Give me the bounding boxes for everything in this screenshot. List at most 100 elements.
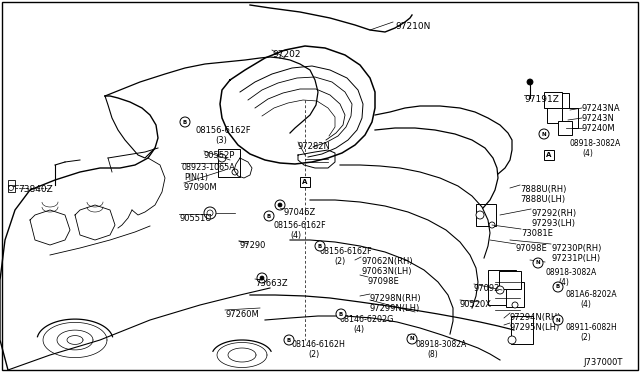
Circle shape	[407, 334, 417, 344]
Text: 97282N: 97282N	[298, 142, 331, 151]
Circle shape	[508, 336, 516, 344]
Text: 08156-6162F: 08156-6162F	[195, 126, 251, 135]
Text: N: N	[556, 317, 560, 323]
Text: (8): (8)	[427, 350, 438, 359]
Text: N: N	[536, 260, 540, 266]
Text: (4): (4)	[290, 231, 301, 240]
Text: 7888U(LH): 7888U(LH)	[520, 195, 565, 204]
Text: 97292(RH): 97292(RH)	[531, 209, 576, 218]
Text: 97098E: 97098E	[516, 244, 548, 253]
Circle shape	[553, 282, 563, 292]
Text: (4): (4)	[580, 300, 591, 309]
Text: 97191Z: 97191Z	[524, 95, 559, 104]
Text: B: B	[556, 285, 560, 289]
Text: B: B	[267, 214, 271, 218]
Text: 08911-6082H: 08911-6082H	[565, 323, 617, 332]
Text: 97062N(RH): 97062N(RH)	[361, 257, 413, 266]
Bar	[544, 92, 562, 108]
Circle shape	[180, 117, 190, 127]
Text: 08923-1065A: 08923-1065A	[181, 163, 235, 172]
Circle shape	[489, 222, 495, 228]
Circle shape	[336, 309, 346, 319]
Circle shape	[204, 207, 216, 219]
Text: 08156-6162F: 08156-6162F	[274, 221, 326, 230]
Text: B: B	[183, 119, 187, 125]
Text: 081A6-8202A: 081A6-8202A	[565, 290, 616, 299]
Bar	[218, 149, 240, 177]
Text: 97293(LH): 97293(LH)	[531, 219, 575, 228]
Text: 08918-3082A: 08918-3082A	[415, 340, 467, 349]
Text: (3): (3)	[215, 136, 227, 145]
Text: 08156-6162F: 08156-6162F	[319, 247, 372, 256]
Circle shape	[476, 211, 484, 219]
Text: B: B	[287, 337, 291, 343]
Bar	[547, 93, 569, 123]
Text: 97231P(LH): 97231P(LH)	[551, 254, 600, 263]
Text: 97090M: 97090M	[184, 183, 218, 192]
Bar	[506, 282, 524, 307]
Bar	[488, 270, 516, 305]
Circle shape	[207, 210, 213, 216]
Bar	[476, 204, 496, 226]
Text: 73081E: 73081E	[521, 229, 553, 238]
Text: 97295N(LH): 97295N(LH)	[510, 323, 560, 332]
Circle shape	[278, 203, 282, 207]
Text: 97260M: 97260M	[225, 310, 259, 319]
Circle shape	[496, 286, 504, 294]
Circle shape	[8, 186, 13, 190]
Text: 97202: 97202	[272, 50, 301, 59]
Text: 97092: 97092	[474, 284, 500, 293]
Text: 90552P: 90552P	[204, 151, 236, 160]
Circle shape	[527, 79, 533, 85]
Text: (4): (4)	[582, 149, 593, 158]
Text: 08146-6202G: 08146-6202G	[340, 315, 394, 324]
Text: J737000T: J737000T	[583, 358, 622, 367]
Circle shape	[218, 154, 226, 162]
Bar	[8, 185, 15, 192]
Circle shape	[315, 241, 325, 251]
Text: 97210N: 97210N	[395, 22, 430, 31]
Bar	[562, 108, 578, 128]
Text: 97294N(RH): 97294N(RH)	[510, 313, 561, 322]
Text: 97298N(RH): 97298N(RH)	[370, 294, 422, 303]
Text: 97046Z: 97046Z	[284, 208, 316, 217]
Text: 97290: 97290	[239, 241, 266, 250]
Text: B: B	[339, 311, 343, 317]
Text: 08918-3082A: 08918-3082A	[545, 268, 596, 277]
Text: (2): (2)	[308, 350, 319, 359]
Text: 97243N: 97243N	[582, 114, 615, 123]
Circle shape	[539, 129, 549, 139]
Text: B: B	[318, 244, 322, 248]
Text: PIN(1): PIN(1)	[184, 173, 208, 182]
Text: (2): (2)	[334, 257, 345, 266]
Text: 73663Z: 73663Z	[255, 279, 287, 288]
Bar	[300, 177, 310, 187]
Text: 90551U: 90551U	[179, 214, 211, 223]
Text: 97098E: 97098E	[368, 277, 400, 286]
Text: 7888U(RH): 7888U(RH)	[520, 185, 566, 194]
Text: 97299N(LH): 97299N(LH)	[370, 304, 420, 313]
Text: A: A	[302, 179, 308, 185]
Text: 97240M: 97240M	[582, 124, 616, 133]
Circle shape	[257, 273, 267, 283]
Text: N: N	[410, 337, 414, 341]
Circle shape	[275, 200, 285, 210]
Circle shape	[284, 335, 294, 345]
Circle shape	[264, 211, 274, 221]
Bar	[544, 150, 554, 160]
Circle shape	[232, 169, 238, 175]
Circle shape	[533, 258, 543, 268]
Text: 97243NA: 97243NA	[582, 104, 621, 113]
Text: (2): (2)	[580, 333, 591, 342]
Circle shape	[553, 315, 563, 325]
Text: 08146-6162H: 08146-6162H	[291, 340, 345, 349]
Bar	[511, 316, 533, 344]
Text: 90520X: 90520X	[460, 300, 492, 309]
Text: 97063N(LH): 97063N(LH)	[361, 267, 412, 276]
Circle shape	[260, 276, 264, 280]
Text: 73840Z: 73840Z	[18, 185, 52, 194]
Bar	[558, 121, 572, 135]
Text: A: A	[547, 152, 552, 158]
Circle shape	[512, 302, 518, 308]
Text: 08918-3082A: 08918-3082A	[569, 139, 620, 148]
